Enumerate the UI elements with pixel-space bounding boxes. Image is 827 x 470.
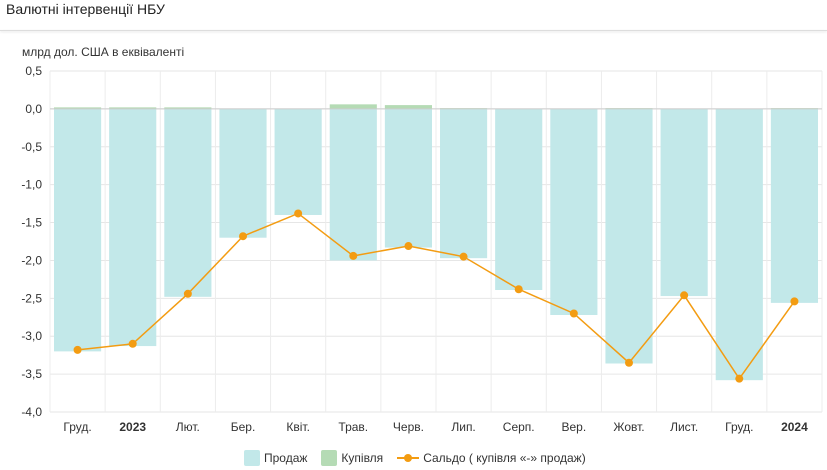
balance-point: [73, 345, 82, 354]
y-tick-label: 0,5: [25, 64, 42, 78]
sales-bar: [164, 108, 212, 297]
y-tick-label: -3,0: [21, 329, 42, 343]
balance-point: [404, 242, 413, 251]
balance-point: [625, 358, 633, 367]
x-tick-label: Лют.: [176, 420, 200, 434]
x-tick-label: 2023: [119, 420, 146, 434]
x-tick-label: Квіт.: [286, 420, 310, 434]
sales-bar: [219, 108, 267, 238]
balance-point: [183, 289, 192, 298]
y-axis-label: млрд дол. США в еквіваленті: [22, 45, 185, 59]
x-tick-label: Бер.: [231, 420, 256, 434]
balance-point: [459, 252, 468, 261]
x-tick-label: 2024: [781, 420, 808, 434]
sales-bar: [715, 108, 763, 381]
divider: [0, 30, 827, 31]
chart: 0,5 0,0 -0,5 -1,0 -1,5 -2,0 -2,5 -3,0 -3,5 -4,0 Гр…: [21, 64, 823, 434]
balance-point: [349, 251, 358, 260]
purchase-bar: [109, 107, 157, 109]
purchase-bar: [329, 104, 377, 109]
sales-bar: [329, 108, 377, 261]
purchase-bar: [384, 105, 432, 109]
y-tick-label: -4,0: [21, 405, 42, 419]
x-tick-label: Черв.: [393, 420, 424, 434]
x-tick-label: Лист.: [670, 420, 698, 434]
balance-point: [790, 297, 799, 306]
balance-point: [294, 209, 303, 218]
sales-bar: [109, 108, 157, 347]
x-tick-label: Лип.: [451, 420, 475, 434]
legend-label: Сальдо ( купівля «-» продаж): [423, 451, 586, 465]
balance-point: [239, 232, 247, 241]
y-tick-label: -2,0: [21, 253, 42, 267]
sales-bar: [274, 108, 322, 215]
sales-bar: [550, 108, 598, 316]
balance-point: [680, 291, 689, 300]
x-tick-label: Трав.: [338, 420, 368, 434]
y-tick-label: 0,0: [25, 102, 42, 116]
x-tick-label: Груд.: [63, 420, 91, 434]
sales-bar: [440, 108, 488, 259]
x-tick-label: Жовт.: [613, 420, 644, 434]
sales-bar: [770, 108, 818, 303]
balance-point: [569, 309, 578, 318]
legend-item-purchases[interactable]: Купівля: [321, 450, 383, 466]
legend-label: Купівля: [341, 451, 384, 465]
sales-bar: [384, 108, 432, 248]
sales-bar: [54, 108, 102, 352]
legend-swatch-purchases: [321, 450, 338, 466]
sales-bar: [605, 108, 653, 364]
legend-line-marker-icon: [397, 454, 420, 462]
x-tick-label: Груд.: [725, 420, 753, 434]
legend-item-balance[interactable]: Сальдо ( купівля «-» продаж): [397, 451, 586, 465]
balance-point: [735, 374, 744, 383]
balance-line: [77, 212, 796, 380]
y-tick-label: -1,0: [21, 178, 42, 192]
legend-label: Продаж: [264, 451, 308, 465]
y-tick-label: -3,5: [21, 367, 42, 381]
sales-bar: [495, 108, 543, 290]
x-tick-label: Серп.: [503, 420, 535, 434]
y-tick-label: -2,5: [21, 291, 42, 305]
y-tick-label: -0,5: [21, 140, 42, 154]
sales-bar: [660, 108, 708, 297]
legend-item-sales[interactable]: Продаж: [244, 450, 307, 466]
purchase-bar: [54, 107, 102, 109]
balance-point: [514, 285, 523, 294]
legend: Продаж Купівля Сальдо ( купівля «-» прод…: [244, 450, 592, 466]
x-tick-label: Вер.: [562, 420, 587, 434]
y-tick-label: -1,5: [21, 216, 42, 230]
balance-point: [128, 339, 137, 348]
page-title: Валютні інтервенції НБУ: [6, 1, 165, 17]
purchase-bar: [164, 107, 212, 109]
legend-swatch-sales: [244, 450, 260, 466]
